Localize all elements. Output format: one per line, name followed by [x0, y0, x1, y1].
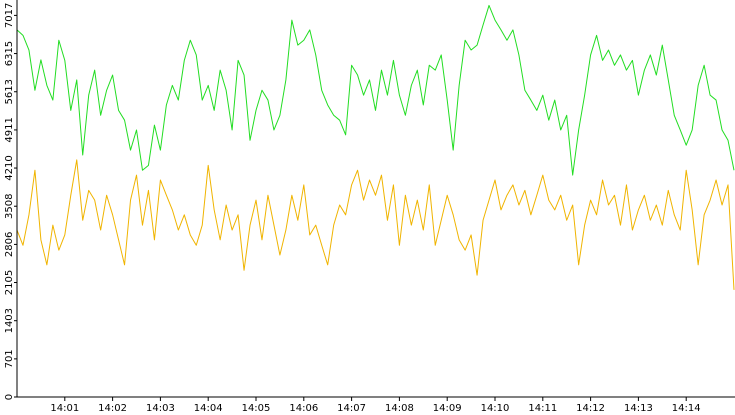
x-tick-label: 14:07 — [337, 403, 366, 414]
y-tick-label: 7017 — [4, 3, 15, 28]
y-tick-label: 2105 — [4, 270, 15, 295]
x-tick-label: 14:01 — [50, 403, 79, 414]
y-tick-label: 3508 — [4, 193, 15, 218]
y-tick-label: 4210 — [4, 155, 15, 180]
x-tick-label: 14:14 — [672, 403, 701, 414]
x-tick-label: 14:04 — [194, 403, 223, 414]
y-tick-label: 5613 — [4, 79, 15, 104]
x-tick-label: 14:11 — [528, 403, 557, 414]
x-tick-label: 14:12 — [576, 403, 605, 414]
x-tick-label: 14:05 — [242, 403, 271, 414]
y-tick-label: 0 — [4, 394, 15, 400]
x-tick-label: 14:09 — [433, 403, 462, 414]
series-line — [16, 4, 735, 176]
x-tick-label: 14:13 — [624, 403, 653, 414]
y-tick-label: 2806 — [4, 232, 15, 257]
series-line — [16, 159, 735, 290]
y-tick-label: 701 — [4, 349, 15, 368]
x-tick-label: 14:06 — [289, 403, 318, 414]
x-tick-label: 14:03 — [146, 403, 175, 414]
y-tick-label: 1403 — [4, 308, 15, 333]
y-tick-label: 4911 — [4, 117, 15, 142]
x-tick-label: 14:02 — [98, 403, 127, 414]
x-tick-label: 14:10 — [481, 403, 510, 414]
x-tick-label: 14:08 — [385, 403, 414, 414]
y-tick-label: 6315 — [4, 41, 15, 66]
